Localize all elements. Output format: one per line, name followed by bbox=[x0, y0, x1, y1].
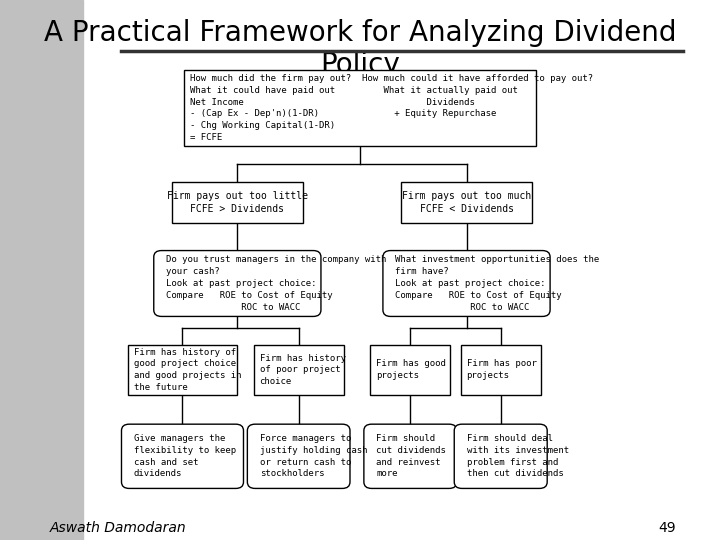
Text: What investment opportunities does the
firm have?
Look at past project choice:
C: What investment opportunities does the f… bbox=[395, 255, 600, 312]
FancyBboxPatch shape bbox=[154, 251, 321, 316]
Text: A Practical Framework for Analyzing Dividend
Policy: A Practical Framework for Analyzing Divi… bbox=[44, 19, 676, 79]
Text: Firm has poor
projects: Firm has poor projects bbox=[467, 360, 536, 380]
FancyBboxPatch shape bbox=[122, 424, 243, 488]
Text: Firm should deal
with its investment
problem first and
then cut dividends: Firm should deal with its investment pro… bbox=[467, 434, 569, 478]
Text: Aswath Damodaran: Aswath Damodaran bbox=[50, 521, 186, 535]
Text: Firm pays out too much
FCFE < Dividends: Firm pays out too much FCFE < Dividends bbox=[402, 191, 531, 214]
Text: How much did the firm pay out?  How much could it have afforded to pay out?
What: How much did the firm pay out? How much … bbox=[190, 74, 593, 142]
FancyBboxPatch shape bbox=[370, 345, 451, 395]
Text: 49: 49 bbox=[659, 521, 676, 535]
FancyBboxPatch shape bbox=[184, 70, 536, 145]
Text: Firm has good
projects: Firm has good projects bbox=[376, 360, 446, 380]
FancyBboxPatch shape bbox=[400, 182, 532, 223]
Text: Firm should
cut dividends
and reinvest
more: Firm should cut dividends and reinvest m… bbox=[376, 434, 446, 478]
FancyBboxPatch shape bbox=[171, 182, 303, 223]
FancyBboxPatch shape bbox=[383, 251, 550, 316]
FancyBboxPatch shape bbox=[254, 345, 343, 395]
Text: Do you trust managers in the company with
your cash?
Look at past project choice: Do you trust managers in the company wit… bbox=[166, 255, 387, 312]
FancyBboxPatch shape bbox=[364, 424, 456, 488]
Text: Firm has history
of poor project
choice: Firm has history of poor project choice bbox=[260, 354, 346, 386]
Text: Firm pays out too little
FCFE > Dividends: Firm pays out too little FCFE > Dividend… bbox=[167, 191, 308, 214]
Text: Force managers to
justify holding cash
or return cash to
stockholders: Force managers to justify holding cash o… bbox=[260, 434, 367, 478]
FancyBboxPatch shape bbox=[248, 424, 350, 488]
Text: Give managers the
flexibility to keep
cash and set
dividends: Give managers the flexibility to keep ca… bbox=[134, 434, 236, 478]
FancyBboxPatch shape bbox=[128, 345, 237, 395]
Text: Firm has history of
good project choice
and good projects in
the future: Firm has history of good project choice … bbox=[134, 348, 241, 392]
FancyBboxPatch shape bbox=[461, 345, 541, 395]
FancyBboxPatch shape bbox=[454, 424, 547, 488]
